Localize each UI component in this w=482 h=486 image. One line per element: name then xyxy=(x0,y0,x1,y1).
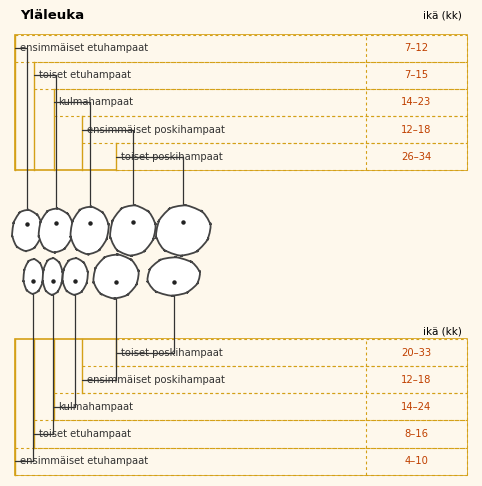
PathPatch shape xyxy=(39,208,73,253)
Text: toiset etuhampaat: toiset etuhampaat xyxy=(39,429,131,439)
Text: toiset etuhampaat: toiset etuhampaat xyxy=(39,70,131,80)
Text: 14–24: 14–24 xyxy=(402,402,431,412)
PathPatch shape xyxy=(23,259,43,294)
Text: 14–23: 14–23 xyxy=(402,98,431,107)
Text: ensimmäiset poskihampaat: ensimmäiset poskihampaat xyxy=(87,375,225,384)
PathPatch shape xyxy=(110,205,156,256)
PathPatch shape xyxy=(42,258,63,295)
Bar xyxy=(15,35,467,62)
Text: 26–34: 26–34 xyxy=(402,152,431,162)
Text: kulmahampaat: kulmahampaat xyxy=(58,402,134,412)
Text: ensimmäiset poskihampaat: ensimmäiset poskihampaat xyxy=(87,124,225,135)
Text: toiset poskihampaat: toiset poskihampaat xyxy=(121,347,223,358)
PathPatch shape xyxy=(70,207,109,255)
Text: ikä (kk): ikä (kk) xyxy=(423,10,462,20)
Bar xyxy=(15,35,467,170)
Text: ikä (kk): ikä (kk) xyxy=(423,327,462,337)
PathPatch shape xyxy=(156,205,211,256)
Text: 8–16: 8–16 xyxy=(404,429,428,439)
Text: 12–18: 12–18 xyxy=(401,124,431,135)
Text: kulmahampaat: kulmahampaat xyxy=(58,98,134,107)
Bar xyxy=(15,448,467,475)
Text: ensimmäiset etuhampaat: ensimmäiset etuhampaat xyxy=(20,456,148,466)
Bar xyxy=(82,116,467,143)
Text: 7–15: 7–15 xyxy=(404,70,428,80)
Text: 7–12: 7–12 xyxy=(404,43,428,53)
Bar xyxy=(116,339,467,366)
Text: toiset poskihampaat: toiset poskihampaat xyxy=(121,152,223,162)
Text: Yläleuka: Yläleuka xyxy=(20,9,84,22)
PathPatch shape xyxy=(12,209,42,251)
PathPatch shape xyxy=(94,254,139,298)
Bar xyxy=(54,393,467,420)
Bar xyxy=(82,366,467,393)
Bar xyxy=(34,62,467,89)
Bar xyxy=(15,339,467,475)
Text: 4–10: 4–10 xyxy=(404,456,428,466)
Bar xyxy=(34,420,467,448)
PathPatch shape xyxy=(63,258,88,295)
Bar xyxy=(54,89,467,116)
Text: ensimmäiset etuhampaat: ensimmäiset etuhampaat xyxy=(20,43,148,53)
PathPatch shape xyxy=(147,257,200,296)
Text: 20–33: 20–33 xyxy=(402,347,431,358)
Bar xyxy=(116,143,467,170)
Text: 12–18: 12–18 xyxy=(401,375,431,384)
